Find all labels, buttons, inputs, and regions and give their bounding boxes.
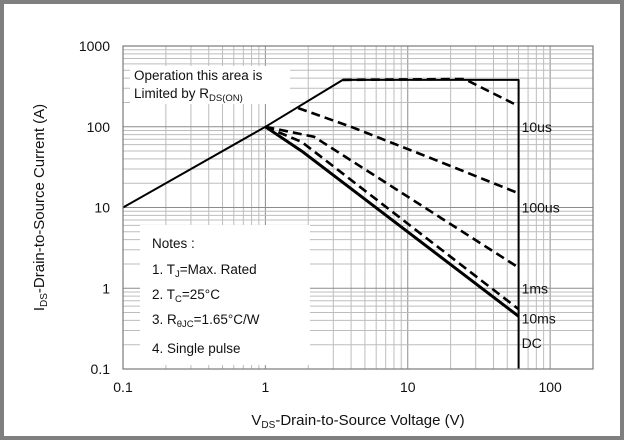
x-axis-title: VDS-Drain-to-Source Voltage (V) <box>251 412 464 431</box>
rds-annotation-box: Operation this area is Limited by RDS(ON) <box>130 66 290 104</box>
note-item: 3. RθJC=1.65°C/W <box>152 312 260 330</box>
note-item: 2. TC=25°C <box>152 287 220 305</box>
x-tick-label: 1 <box>261 379 269 395</box>
note-item: 1. TJ=Max. Rated <box>152 262 257 280</box>
series-10us <box>342 77 520 108</box>
notes-background <box>140 225 310 365</box>
y-tick-label: 0.1 <box>91 361 111 377</box>
note-item: 4. Single pulse <box>152 341 241 356</box>
plot-border <box>122 45 594 370</box>
series-1ms <box>265 125 520 269</box>
y-tick-label: 100 <box>87 119 111 135</box>
x-tick-label: 0.1 <box>113 379 133 395</box>
curve-label: 1ms <box>522 280 548 296</box>
curve-label: 10us <box>522 119 552 135</box>
x-tick-label: 10 <box>400 379 416 395</box>
series-dc <box>264 125 520 318</box>
notes-title: Notes : <box>152 236 195 251</box>
notes-box: Notes : 1. TJ=Max. Rated 2. TC=25°C 3. RθJC… <box>140 225 310 365</box>
curve-labels: 10us 100us 1ms 10ms DC <box>522 119 560 351</box>
rds-background <box>130 66 290 104</box>
y-tick-label: 10 <box>94 200 110 216</box>
curve-label: 100us <box>522 200 560 216</box>
rds-line-1: Operation this area is <box>134 68 263 83</box>
axes-group <box>122 45 594 370</box>
rds-line-2: Limited by RDS(ON) <box>134 86 243 104</box>
series-group <box>122 77 520 369</box>
y-axis-title: IDS-Drain-to-Source Current (A) <box>31 104 50 311</box>
x-tick-label: 100 <box>538 379 562 395</box>
curve-label: 10ms <box>522 311 556 327</box>
series-100us <box>297 106 520 195</box>
axis-titles: VDS-Drain-to-Source Voltage (V) IDS-Drain… <box>31 104 465 431</box>
y-tick-label: 1000 <box>79 38 110 54</box>
y-tick-label: 1 <box>102 280 110 296</box>
tick-labels: 0.1 1 10 100 0.1 1 10 100 1000 <box>79 38 562 395</box>
curve-label: DC <box>522 335 542 351</box>
